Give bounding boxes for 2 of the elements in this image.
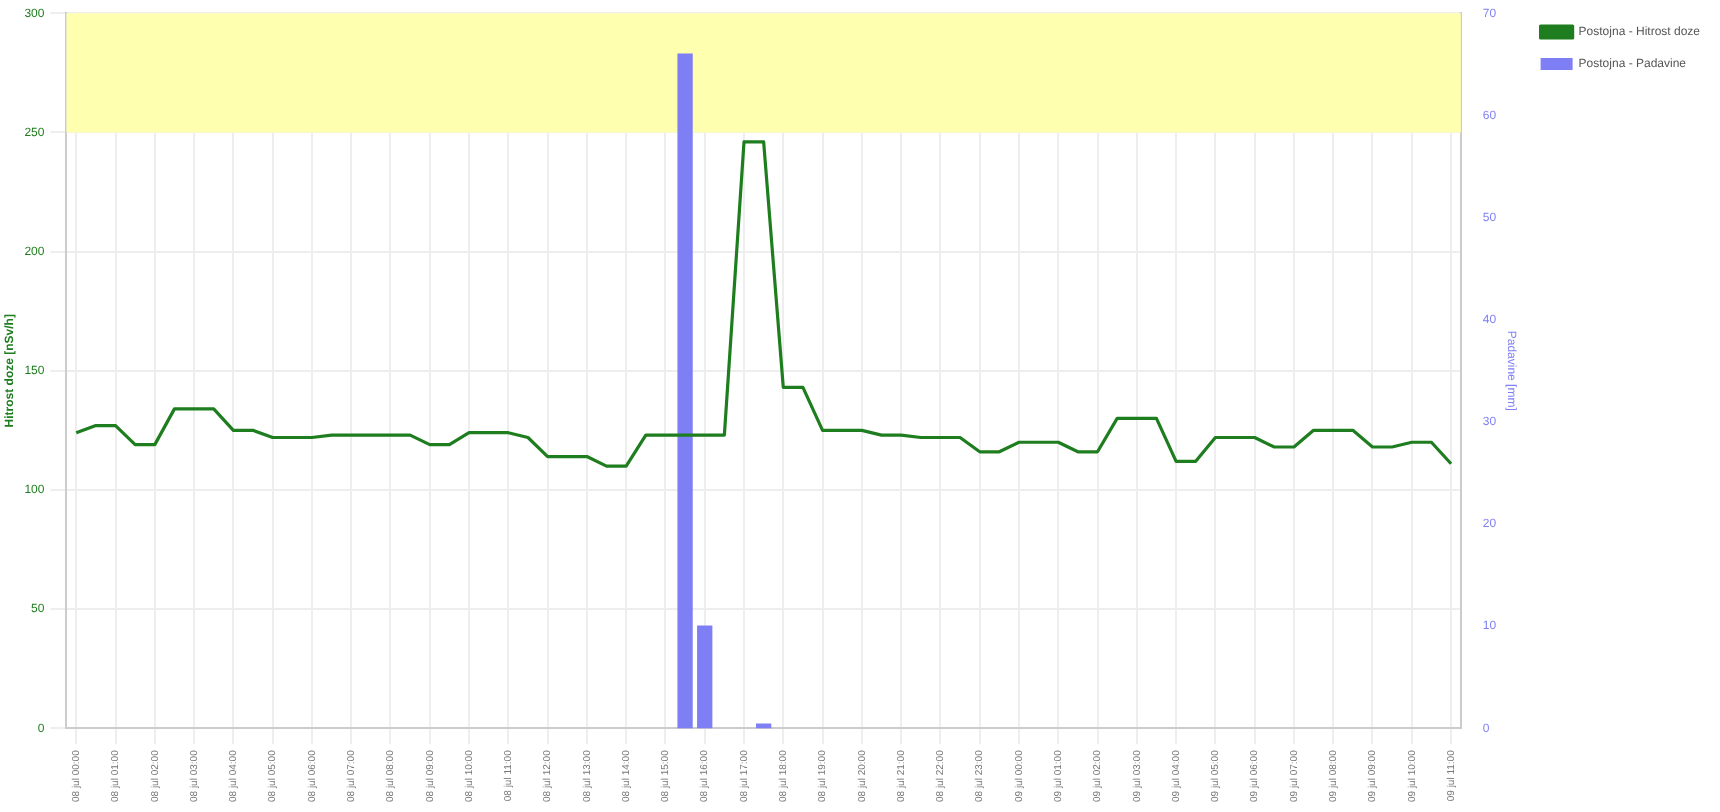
bar [697,625,713,729]
bar [677,53,693,729]
